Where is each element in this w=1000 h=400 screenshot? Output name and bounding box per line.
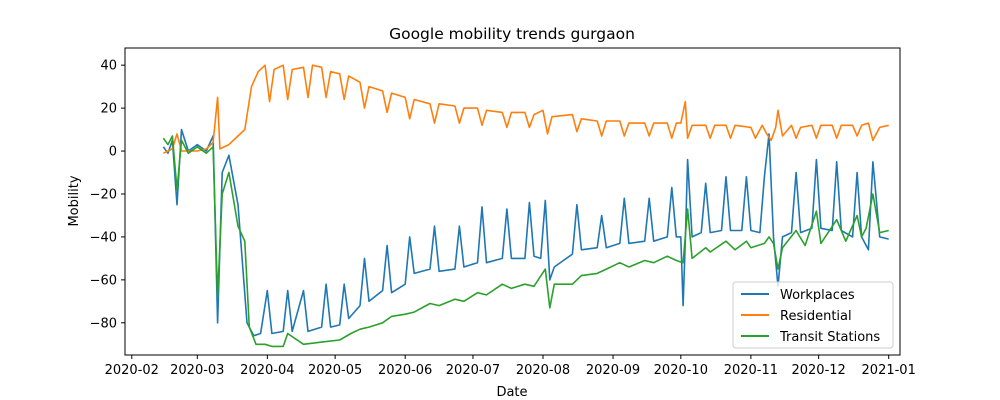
x-tick-label: 2021-01 — [862, 363, 916, 378]
x-tick-label: 2020-06 — [378, 363, 432, 378]
x-tick-label: 2020-08 — [516, 363, 570, 378]
x-axis: 2020-02 2020-03 2020-04 2020-05 2020-06 2020-… — [105, 355, 916, 378]
legend-label-residential: Residential — [780, 309, 852, 324]
legend-label-workplaces: Workplaces — [780, 288, 855, 303]
chart-title: Google mobility trends gurgaon — [389, 25, 635, 43]
x-tick-label: 2020-10 — [654, 363, 708, 378]
legend: Workplaces Residential Transit Stations — [732, 281, 894, 349]
x-tick-label: 2020-07 — [446, 363, 500, 378]
x-tick-label: 2020-03 — [170, 363, 224, 378]
x-tick-label: 2020-09 — [586, 363, 640, 378]
series-line-transit-stations — [162, 135, 889, 348]
y-tick-label: −40 — [90, 230, 117, 245]
y-tick-label: 40 — [100, 59, 117, 74]
y-tick-label: 0 — [109, 145, 117, 160]
x-axis-label: Date — [496, 385, 527, 400]
plot-frame — [124, 47, 901, 356]
y-tick-label: 20 — [100, 102, 117, 117]
x-tick-label: 2020-11 — [724, 363, 778, 378]
series-line-residential — [163, 64, 889, 154]
x-tick-label: 2020-04 — [240, 363, 294, 378]
y-axis: 40 20 0 −20 −40 −60 −80 — [90, 59, 125, 331]
x-tick-label: 2020-05 — [308, 363, 362, 378]
series-layer — [162, 64, 889, 348]
y-tick-label: −80 — [90, 316, 117, 331]
y-tick-label: −60 — [90, 273, 117, 288]
y-axis-label: Mobility — [67, 175, 82, 226]
x-tick-label: 2020-12 — [791, 363, 845, 378]
legend-label-transit-stations: Transit Stations — [779, 330, 880, 345]
y-tick-label: −20 — [90, 187, 117, 202]
x-tick-label: 2020-02 — [105, 363, 159, 378]
legend-box — [732, 281, 894, 349]
